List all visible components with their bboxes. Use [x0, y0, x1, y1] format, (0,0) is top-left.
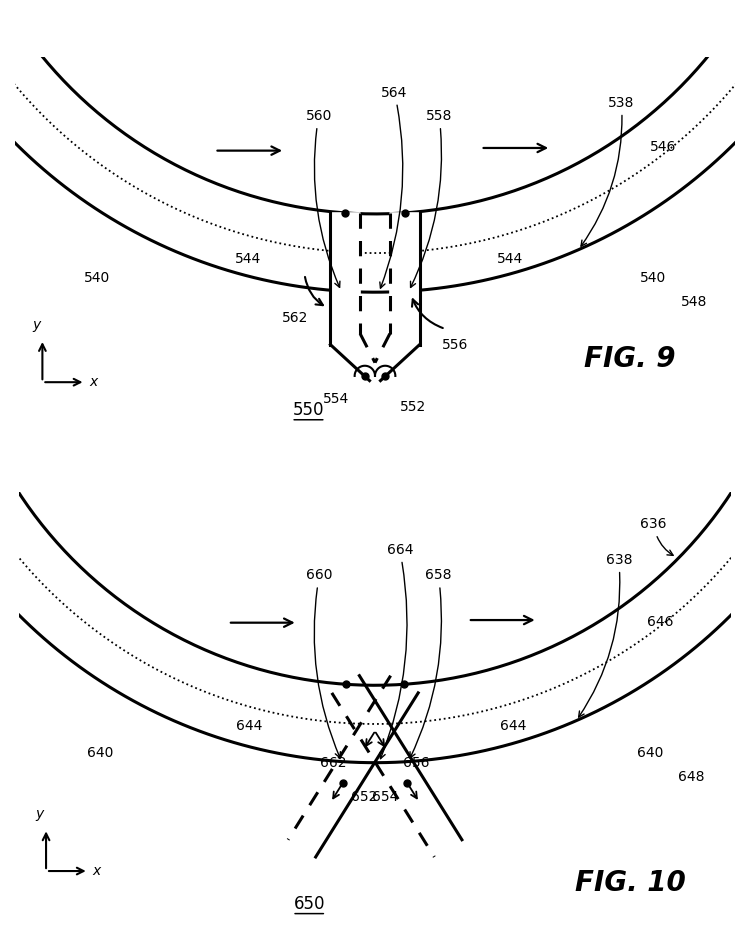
Text: 638: 638	[579, 553, 632, 717]
Polygon shape	[288, 676, 418, 857]
Text: 650: 650	[293, 895, 325, 913]
Text: 538: 538	[581, 96, 634, 247]
Text: 646: 646	[646, 615, 673, 629]
Text: 640: 640	[637, 746, 663, 761]
Text: 552: 552	[400, 400, 426, 414]
Text: 658: 658	[410, 568, 452, 758]
Text: 636: 636	[640, 517, 673, 555]
Polygon shape	[390, 213, 419, 345]
Text: x: x	[92, 863, 100, 878]
Polygon shape	[331, 213, 360, 345]
Text: 652: 652	[351, 789, 378, 803]
Text: 564: 564	[380, 86, 408, 288]
Text: 640: 640	[87, 746, 113, 761]
Text: 560: 560	[305, 109, 340, 288]
Text: y: y	[32, 318, 40, 332]
Text: 562: 562	[282, 311, 308, 325]
Text: 656: 656	[404, 757, 430, 770]
Text: 662: 662	[320, 757, 346, 770]
Text: 644: 644	[500, 719, 526, 732]
Text: 556: 556	[442, 338, 468, 351]
Text: 654: 654	[372, 789, 399, 803]
Text: 550: 550	[292, 401, 324, 419]
Polygon shape	[332, 676, 462, 857]
Text: FIG. 9: FIG. 9	[584, 345, 675, 373]
Text: 554: 554	[322, 392, 349, 407]
Text: 544: 544	[235, 252, 261, 267]
Text: 644: 644	[236, 719, 262, 732]
Text: 540: 540	[640, 271, 666, 285]
Text: 558: 558	[410, 109, 452, 288]
Text: 648: 648	[677, 769, 704, 783]
Text: 660: 660	[306, 568, 340, 758]
Text: FIG. 10: FIG. 10	[575, 868, 686, 897]
Text: x: x	[89, 375, 98, 389]
Text: 548: 548	[681, 294, 707, 308]
Text: 664: 664	[380, 543, 413, 759]
Text: y: y	[36, 807, 44, 822]
Text: 546: 546	[650, 140, 676, 154]
Text: 544: 544	[496, 252, 523, 267]
Text: 540: 540	[84, 271, 110, 285]
